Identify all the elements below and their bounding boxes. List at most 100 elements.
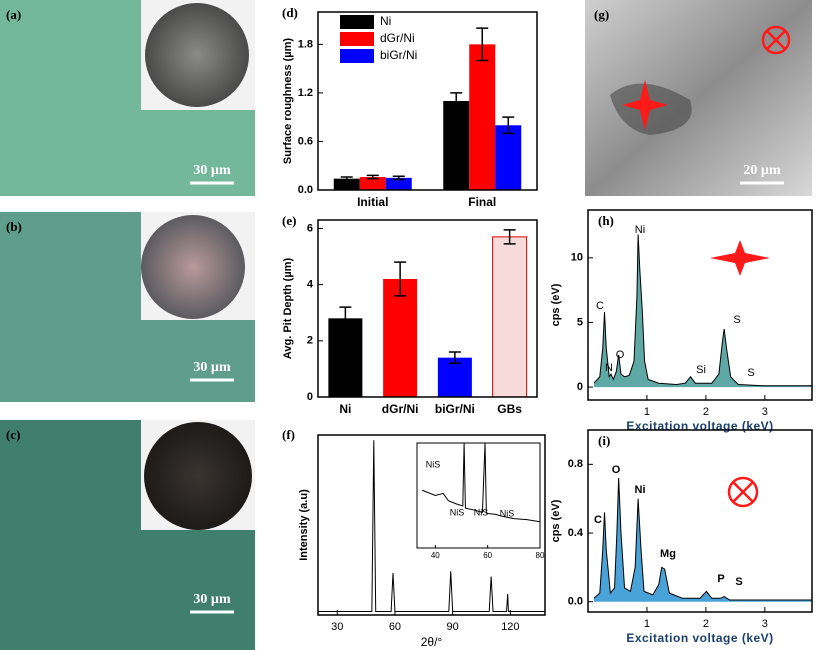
spectrum-line [593, 234, 812, 387]
x-tick-label: 1 [644, 618, 650, 630]
cross-marker [727, 476, 759, 508]
spectrum-area [593, 234, 812, 388]
x-tick-label: 90 [447, 621, 459, 633]
scale-bar-label: 20 µm [743, 163, 781, 178]
x-tick-label: biGr/Ni [435, 402, 475, 416]
y-tick-label: 0.8 [568, 458, 583, 470]
plot-frame [317, 11, 538, 191]
sample-disc [145, 3, 249, 107]
annotation: Ni [635, 224, 645, 236]
star-marker [710, 240, 770, 276]
error-bar [448, 351, 461, 365]
y-tick-label: 5 [577, 316, 583, 328]
annotation: N [605, 362, 613, 374]
x-tick-label: 3 [762, 406, 768, 418]
error-bar [394, 261, 407, 297]
y-tick-label: 0.0 [568, 596, 583, 608]
legend-label: biGr/Ni [380, 48, 417, 62]
annotation: S [733, 314, 740, 326]
x-tick-label: Initial [357, 195, 388, 209]
x-axis-label: Excitation voltage (keV) [626, 631, 773, 645]
xrd-line [318, 440, 545, 613]
inset-x-tick-label: 80 [536, 551, 545, 560]
panel-label: (c) [6, 427, 20, 442]
y-tick-label: 0 [577, 381, 583, 393]
y-axis-label: cps (eV) [550, 283, 562, 326]
annotation: S [747, 367, 754, 379]
y-tick-label: 4 [307, 279, 314, 291]
panel-label: (b) [6, 219, 22, 234]
star-marker [622, 80, 668, 130]
x-tick-label: 2 [703, 618, 709, 630]
bar [359, 177, 386, 190]
sample-disc [141, 215, 245, 319]
x-tick-label: GBs [497, 402, 522, 416]
spectrum-line [593, 478, 812, 601]
panel-label: (f) [282, 427, 295, 442]
y-axis-label: Surface roughness (µm) [282, 38, 294, 164]
panel-label: (i) [598, 433, 610, 448]
annotation: NiS [500, 508, 515, 518]
annotation: O [612, 464, 621, 476]
scale-bar-label: 30 µm [193, 360, 231, 375]
cross-marker [761, 25, 791, 55]
error-bar [450, 92, 463, 110]
error-bar [502, 116, 515, 135]
error-bar [340, 176, 353, 182]
y-tick-label: 10 [571, 252, 583, 264]
x-tick-label: dGr/Ni [382, 402, 419, 416]
legend-label: dGr/Ni [380, 31, 415, 45]
x-axis-label: Excitation voltage (keV) [626, 419, 773, 433]
annotation: C [596, 300, 604, 312]
panel-label: (e) [282, 213, 296, 228]
panel-label: (h) [598, 213, 614, 228]
legend-swatch [340, 49, 374, 63]
y-axis-label: cps (eV) [550, 499, 562, 542]
y-tick-label: 2 [307, 335, 313, 347]
error-bar [392, 175, 405, 181]
inset-x-tick-label: 40 [431, 551, 440, 560]
y-axis-label: Intensity (a.u) [298, 489, 310, 561]
annotation: S [735, 576, 742, 588]
legend-swatch [340, 15, 374, 29]
annotation: O [616, 349, 625, 361]
panel-label: (d) [282, 5, 298, 20]
bar [492, 236, 528, 398]
annotation: NiS [426, 459, 441, 469]
bar [385, 177, 412, 190]
legend-swatch [340, 32, 374, 46]
bar [328, 318, 363, 397]
panel-label: (g) [594, 7, 609, 22]
bar [333, 178, 360, 190]
x-tick-label: Ni [339, 402, 351, 416]
inset-x-tick-label: 60 [483, 551, 492, 560]
annotation: NiS [450, 507, 465, 517]
legend-label: Ni [380, 14, 391, 28]
plot-frame [587, 429, 813, 613]
bar [437, 357, 472, 397]
annotation: NiS [474, 507, 489, 517]
scale-bar-label: 30 µm [193, 592, 231, 607]
x-tick-label: 60 [389, 621, 401, 633]
scale-bar-label: 30 µm [193, 163, 231, 178]
y-tick-label: 0.4 [568, 527, 584, 539]
x-axis-label: 2θ/° [421, 635, 443, 649]
annotation: Si [696, 364, 706, 376]
y-tick-label: 0 [307, 391, 313, 403]
plot-frame [587, 209, 813, 401]
y-tick-label: 6 [307, 222, 313, 234]
y-tick-label: 0.0 [298, 184, 313, 196]
panel-label: (a) [6, 7, 21, 22]
bar [469, 44, 496, 191]
x-tick-label: Final [468, 195, 496, 209]
y-tick-label: 1.8 [298, 38, 313, 50]
x-tick-label: 30 [331, 621, 343, 633]
plot-frame [317, 434, 546, 616]
error-bar [476, 27, 489, 62]
x-tick-label: 1 [644, 406, 650, 418]
y-tick-label: 1.2 [298, 87, 313, 99]
x-tick-label: 2 [703, 406, 709, 418]
annotation: C [594, 514, 602, 526]
error-bar [503, 229, 516, 245]
